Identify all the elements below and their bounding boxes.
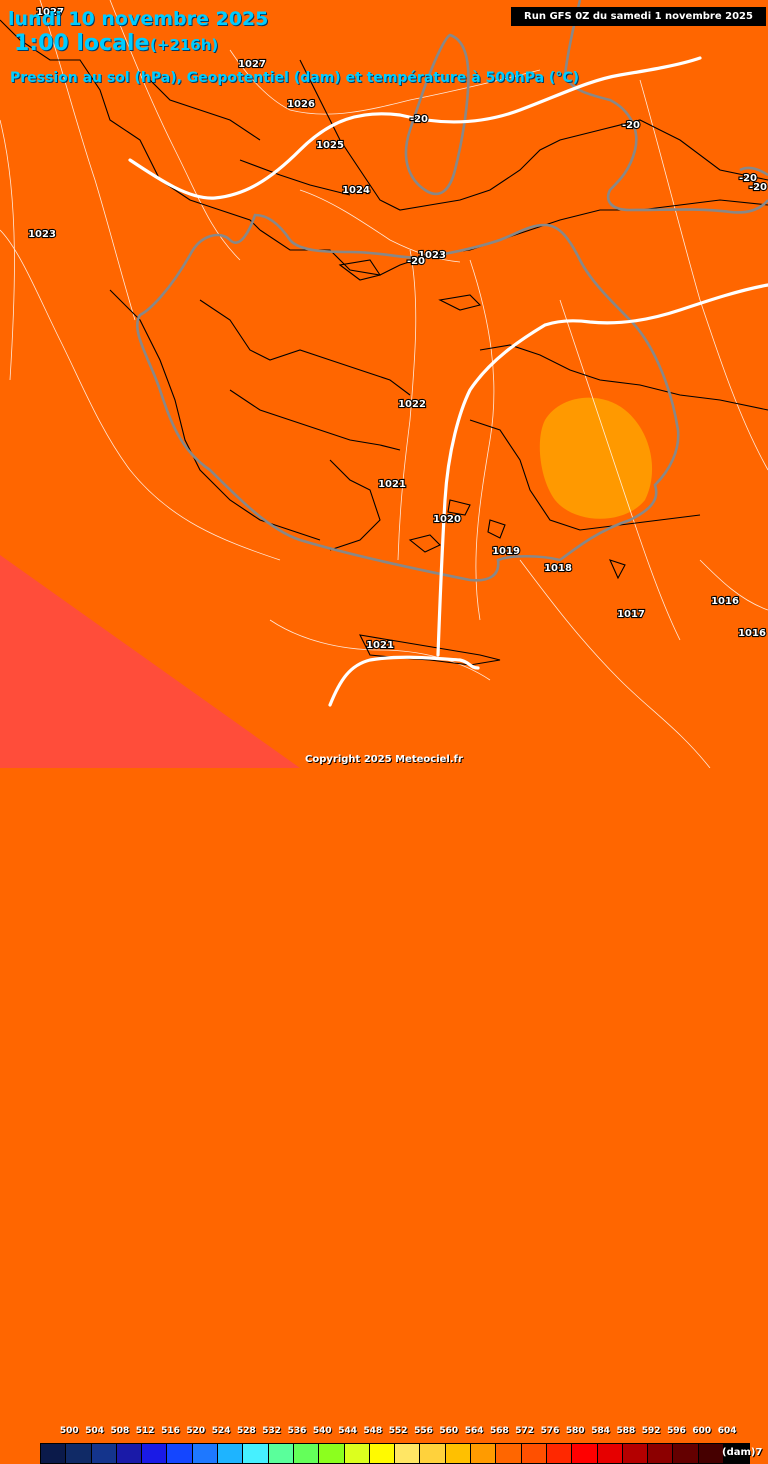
model-run-info: Run GFS 0Z du samedi 1 novembre 2025 <box>511 7 766 26</box>
isotherm-label: -20 <box>410 114 428 125</box>
isobar-label: 1023 <box>418 250 446 261</box>
isobar-label: 1023 <box>28 229 56 240</box>
isotherm-minus20 <box>135 0 768 582</box>
isobar-label: 1018 <box>544 563 572 574</box>
isobar-label: 1020 <box>433 514 461 525</box>
legend-swatch <box>521 1444 547 1463</box>
legend-swatch <box>572 1444 598 1463</box>
legend-swatch <box>319 1444 345 1463</box>
legend-swatch <box>293 1444 320 1463</box>
legend-swatch <box>496 1444 522 1463</box>
isobar-label: 1021 <box>366 640 394 651</box>
weather-map: 1027 1027 1026 1025 1024 1023 1023 1022 1021 1020… <box>0 0 768 768</box>
legend-swatch <box>471 1444 497 1463</box>
geopotential-576-area <box>0 555 300 768</box>
isobar-label: 1025 <box>316 140 344 151</box>
isobar-label: 1027 <box>36 7 64 18</box>
legend-swatch <box>218 1444 244 1463</box>
isotherm-labels: -20-20-20-20-20 <box>406 113 768 268</box>
isobar-label: 1016 <box>711 596 739 607</box>
legend-tick-label: 604 <box>717 1426 737 1436</box>
legend-swatch <box>673 1444 699 1463</box>
geopotential-588-contour <box>128 56 768 707</box>
legend-swatch <box>167 1444 193 1463</box>
legend-swatch <box>648 1444 674 1463</box>
legend-unit: (dam)7 <box>722 1447 763 1458</box>
legend-swatch <box>622 1444 649 1463</box>
isobar-label: 1017 <box>617 609 645 620</box>
isotherm-label: -20 <box>749 182 767 193</box>
copyright: Copyright 2025 Meteociel.fr <box>305 754 463 765</box>
legend-swatch <box>420 1444 446 1463</box>
forecast-date: lundi 10 novembre 2025 <box>8 8 269 30</box>
isotherm-label: -20 <box>407 256 425 267</box>
isotherm-label: -20 <box>622 120 640 131</box>
isobar-label: 1024 <box>342 185 370 196</box>
legend-swatch <box>116 1444 143 1463</box>
legend-swatch <box>243 1444 269 1463</box>
legend-swatch <box>597 1444 623 1463</box>
forecast-lead-time: (+216h) <box>150 36 219 54</box>
isobar-label: 1021 <box>378 479 406 490</box>
isobars <box>0 0 768 768</box>
legend-swatch <box>344 1444 370 1463</box>
geopotential-568-area <box>539 397 653 519</box>
isobar-labels: 1027 1027 1026 1025 1024 1023 1023 1022 1021 1020… <box>27 6 767 652</box>
isobar-label: 1019 <box>492 546 520 557</box>
isobar-label: 1016 <box>738 628 766 639</box>
isobar-label: 1022 <box>398 399 426 410</box>
legend-swatch <box>91 1444 117 1463</box>
legend-swatch <box>369 1444 396 1463</box>
legend-swatch <box>546 1444 573 1463</box>
forecast-time: 1:00 locale <box>14 31 150 56</box>
legend-swatch <box>445 1444 472 1463</box>
legend-swatch <box>41 1444 67 1463</box>
legend-swatch <box>142 1444 168 1463</box>
map-parameters: Pression au sol (hPa), Geopotentiel (dam… <box>10 70 579 86</box>
legend-swatch <box>192 1444 219 1463</box>
map-background <box>0 0 768 768</box>
legend-tick-labels: 500 504 508 512 516 520 524 528 532 536 540 544 548 5… <box>40 1426 737 1440</box>
legend-color-scale <box>40 1443 751 1464</box>
legend-swatch <box>395 1444 421 1463</box>
isobar-label: 1027 <box>238 59 266 70</box>
isotherm-label: -20 <box>739 173 757 184</box>
legend-swatch <box>66 1444 92 1463</box>
isobar-label: 1026 <box>287 99 315 110</box>
legend-swatch <box>698 1444 725 1463</box>
legend-swatch <box>268 1444 294 1463</box>
